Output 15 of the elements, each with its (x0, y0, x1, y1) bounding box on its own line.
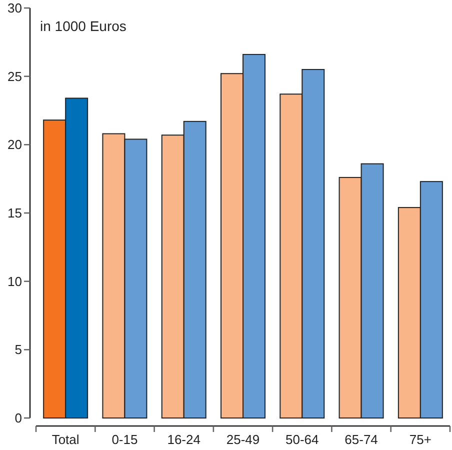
x-tick-label: Total (52, 432, 80, 447)
y-tick-label: 25 (8, 68, 22, 84)
y-tick-label: 0 (14, 410, 22, 426)
x-tick-label: 0-15 (112, 432, 138, 447)
y-tick-label: 5 (14, 342, 22, 358)
y-axis-title: in 1000 Euros (40, 18, 126, 34)
y-tick-label: 20 (8, 137, 22, 152)
x-tick-label: 65-74 (344, 432, 378, 447)
y-tick-label: 15 (8, 206, 22, 221)
y-tick-label: 30 (8, 0, 22, 16)
y-tick-label: 10 (8, 274, 22, 289)
x-tick-label: 16-24 (167, 432, 200, 447)
x-tick-label: 25-49 (226, 432, 260, 447)
x-tick-label: 50-64 (286, 432, 319, 447)
x-tick-label: 75+ (409, 432, 432, 447)
